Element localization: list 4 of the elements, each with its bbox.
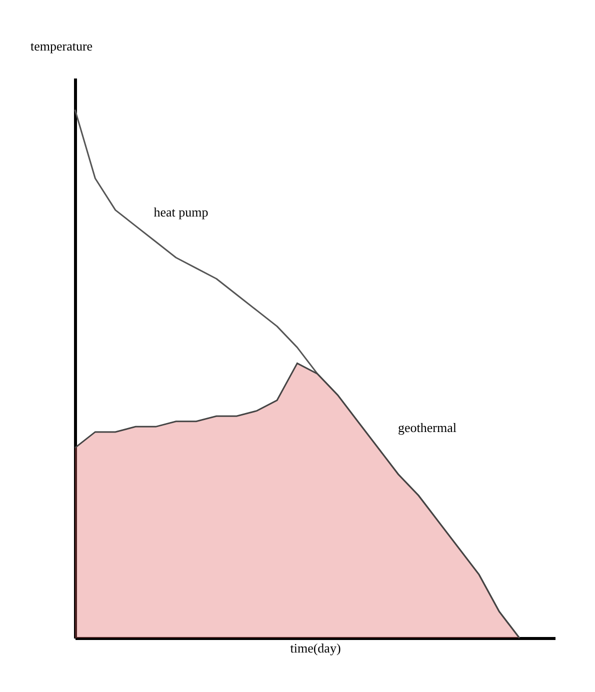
y-axis-title: temperature: [30, 38, 93, 54]
series-label: geothermal: [398, 420, 457, 435]
series-label: heat pump: [154, 204, 208, 220]
x-axis-title: time(day): [290, 640, 341, 656]
